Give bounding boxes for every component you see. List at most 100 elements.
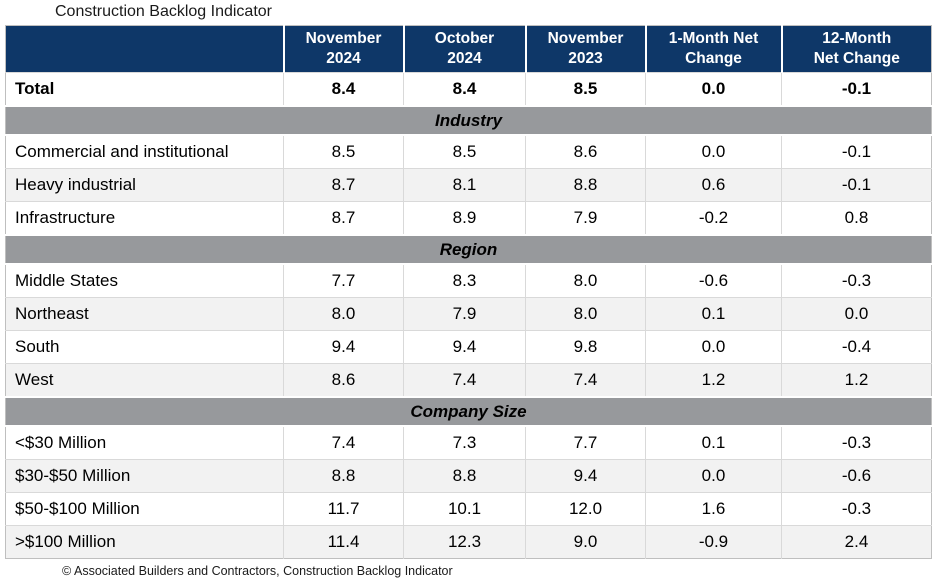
value-cell: 11.4	[283, 525, 404, 559]
value-cell: 1.2	[645, 363, 782, 397]
value-cell: 0.0	[645, 72, 782, 106]
copyright-note: © Associated Builders and Contractors, C…	[62, 564, 453, 578]
value-cell: 12.0	[525, 492, 646, 526]
value-cell: 0.0	[781, 297, 932, 331]
value-cell: 8.4	[283, 72, 404, 106]
value-cell: 8.0	[283, 297, 404, 331]
value-cell: 7.3	[403, 425, 526, 460]
value-cell: 8.8	[283, 459, 404, 493]
value-cell: -0.9	[645, 525, 782, 559]
value-cell: 0.0	[645, 330, 782, 364]
row-label: $30-$50 Million	[5, 459, 284, 493]
value-cell: 7.7	[525, 425, 646, 460]
value-cell: 9.4	[525, 459, 646, 493]
value-cell: 8.9	[403, 201, 526, 235]
section-row: Region	[5, 234, 932, 265]
row-label: South	[5, 330, 284, 364]
value-cell: 7.7	[283, 263, 404, 298]
value-cell: 8.8	[525, 168, 646, 202]
section-row: Industry	[5, 105, 932, 136]
table-row: $50-$100 Million 11.7 10.1 12.0 1.6 -0.3	[5, 492, 932, 526]
value-cell: 1.6	[645, 492, 782, 526]
value-cell: 1.2	[781, 363, 932, 397]
value-cell: 9.4	[403, 330, 526, 364]
header-cell: 12-Month Net Change	[780, 25, 932, 73]
value-cell: 8.7	[283, 201, 404, 235]
table-row: Total 8.4 8.4 8.5 0.0 -0.1	[5, 72, 932, 106]
header-cell: November 2023	[524, 25, 646, 73]
value-cell: 0.0	[645, 134, 782, 169]
value-cell: -0.1	[781, 168, 932, 202]
value-cell: 8.0	[525, 263, 646, 298]
header-cell-empty	[5, 25, 284, 73]
row-label: Heavy industrial	[5, 168, 284, 202]
table-row: Middle States 7.7 8.3 8.0 -0.6 -0.3	[5, 263, 932, 298]
table-row: Northeast 8.0 7.9 8.0 0.1 0.0	[5, 297, 932, 331]
value-cell: -0.3	[781, 263, 932, 298]
row-label: <$30 Million	[5, 425, 284, 460]
value-cell: 2.4	[781, 525, 932, 559]
backlog-table: November 2024 October 2024 November 2023 1-…	[5, 25, 932, 559]
value-cell: 7.4	[525, 363, 646, 397]
value-cell: 8.8	[403, 459, 526, 493]
value-cell: 8.4	[403, 72, 526, 106]
section-label: Region	[5, 234, 932, 265]
value-cell: 8.6	[525, 134, 646, 169]
table-body: Total 8.4 8.4 8.5 0.0 -0.1 Industry Commercial …	[5, 72, 932, 559]
value-cell: -0.1	[781, 134, 932, 169]
value-cell: 7.9	[403, 297, 526, 331]
value-cell: -0.6	[645, 263, 782, 298]
value-cell: 8.7	[283, 168, 404, 202]
value-cell: 0.1	[645, 297, 782, 331]
value-cell: 7.9	[525, 201, 646, 235]
value-cell: -0.4	[781, 330, 932, 364]
table-row: >$100 Million 11.4 12.3 9.0 -0.9 2.4	[5, 525, 932, 559]
value-cell: -0.3	[781, 492, 932, 526]
value-cell: 9.0	[525, 525, 646, 559]
value-cell: 8.6	[283, 363, 404, 397]
value-cell: -0.6	[781, 459, 932, 493]
value-cell: 8.0	[525, 297, 646, 331]
value-cell: -0.3	[781, 425, 932, 460]
value-cell: 0.8	[781, 201, 932, 235]
table-row: $30-$50 Million 8.8 8.8 9.4 0.0 -0.6	[5, 459, 932, 493]
value-cell: 8.5	[403, 134, 526, 169]
value-cell: 9.4	[283, 330, 404, 364]
table-row: <$30 Million 7.4 7.3 7.7 0.1 -0.3	[5, 425, 932, 460]
row-label: $50-$100 Million	[5, 492, 284, 526]
value-cell: 0.1	[645, 425, 782, 460]
table-row: South 9.4 9.4 9.8 0.0 -0.4	[5, 330, 932, 364]
row-label: Infrastructure	[5, 201, 284, 235]
value-cell: -0.2	[645, 201, 782, 235]
table-row: Commercial and institutional 8.5 8.5 8.6 0.0…	[5, 134, 932, 169]
value-cell: 7.4	[403, 363, 526, 397]
row-label: >$100 Million	[5, 525, 284, 559]
value-cell: 7.4	[283, 425, 404, 460]
value-cell: 11.7	[283, 492, 404, 526]
value-cell: -0.1	[781, 72, 932, 106]
header-cell: October 2024	[402, 25, 526, 73]
row-label: West	[5, 363, 284, 397]
table-row: West 8.6 7.4 7.4 1.2 1.2	[5, 363, 932, 397]
value-cell: 10.1	[403, 492, 526, 526]
section-label: Company Size	[5, 396, 932, 427]
section-row: Company Size	[5, 396, 932, 427]
value-cell: 8.3	[403, 263, 526, 298]
value-cell: 8.5	[283, 134, 404, 169]
header-cell: November 2024	[282, 25, 404, 73]
section-label: Industry	[5, 105, 932, 136]
table-header: November 2024 October 2024 November 2023 1-…	[5, 25, 932, 73]
table-row: Heavy industrial 8.7 8.1 8.8 0.6 -0.1	[5, 168, 932, 202]
value-cell: 0.0	[645, 459, 782, 493]
value-cell: 12.3	[403, 525, 526, 559]
page-title: Construction Backlog Indicator	[55, 3, 272, 20]
table-row: Infrastructure 8.7 8.9 7.9 -0.2 0.8	[5, 201, 932, 235]
value-cell: 0.6	[645, 168, 782, 202]
header-row: November 2024 October 2024 November 2023 1-…	[5, 25, 932, 73]
row-label: Northeast	[5, 297, 284, 331]
value-cell: 8.5	[525, 72, 646, 106]
value-cell: 9.8	[525, 330, 646, 364]
row-label: Middle States	[5, 263, 284, 298]
row-label: Total	[5, 72, 284, 106]
